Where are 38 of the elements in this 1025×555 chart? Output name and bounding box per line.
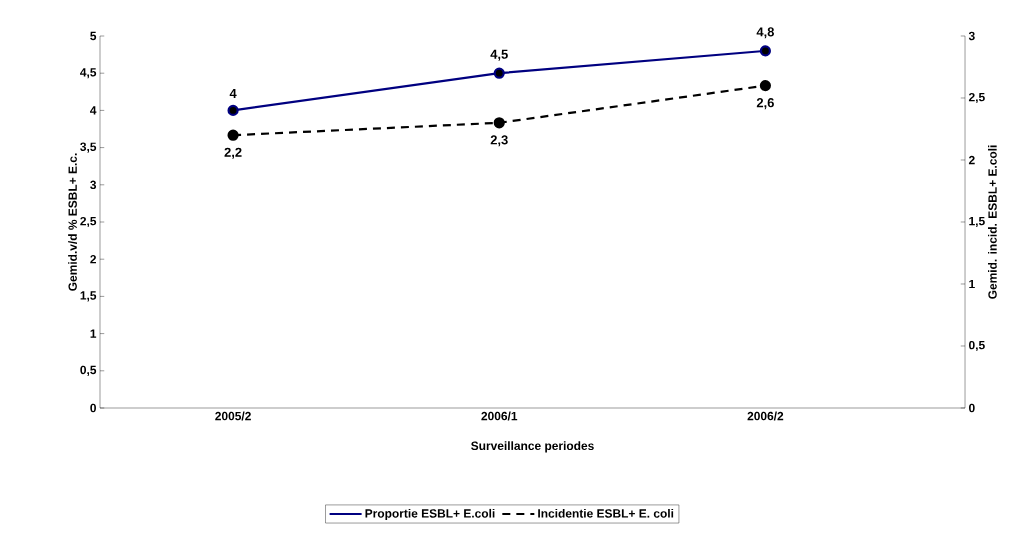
- y-tick-label: 4,5: [80, 68, 97, 79]
- y-tick-label: 1,5: [80, 291, 97, 302]
- y2-tick-label: 0,5: [969, 340, 985, 352]
- data-label: 2,2: [224, 147, 242, 159]
- data-label: 4: [229, 88, 237, 98]
- data-label: 2,3: [490, 135, 508, 147]
- legend-label: Incidentie ESBL+ E. coli: [538, 508, 674, 518]
- y2-tick-label: 2,5: [968, 92, 985, 104]
- y-tick-label: 2,5: [80, 216, 97, 228]
- point: [759, 79, 771, 92]
- y-tick-label: 3: [90, 180, 97, 190]
- y-tick-label: 0,5: [80, 365, 97, 376]
- y-tick-label: 0: [90, 403, 96, 413]
- x-tick-label: 2006/1: [481, 411, 518, 421]
- point: [227, 104, 239, 116]
- point: [493, 117, 505, 129]
- y2-axis-title: Gemid. incid. ESBL+ E.coli: [988, 145, 997, 299]
- x-tick-label: 2006/2: [747, 411, 784, 421]
- y2-tick-label: 1,5: [969, 216, 985, 228]
- data-label: 4,5: [490, 49, 508, 61]
- y2-tick-label: 1: [969, 279, 975, 289]
- data-label: 2,6: [756, 98, 774, 110]
- x-tick-label: 2005/2: [215, 411, 251, 421]
- x-axis-title: Surveillance periodes: [471, 441, 594, 453]
- y-tick-label: 4: [90, 106, 97, 115]
- point: [493, 67, 505, 79]
- y-tick-label: 5: [90, 31, 97, 41]
- point: [227, 129, 239, 141]
- y-tick-label: 2: [90, 255, 96, 264]
- y-tick-label: 3,5: [80, 142, 97, 153]
- y2-tick-label: 3: [968, 31, 975, 41]
- y2-tick-label: 2: [968, 155, 975, 165]
- y-axis-title: Gemid.v/d % ESBL+ E.c.: [68, 153, 78, 291]
- legend-label: Proportie ESBL+ E.coli: [365, 508, 495, 521]
- y-tick-label: 1: [90, 329, 97, 338]
- y2-tick-label: 0: [969, 403, 975, 413]
- point: [759, 45, 771, 57]
- data-label: 4,8: [756, 27, 775, 39]
